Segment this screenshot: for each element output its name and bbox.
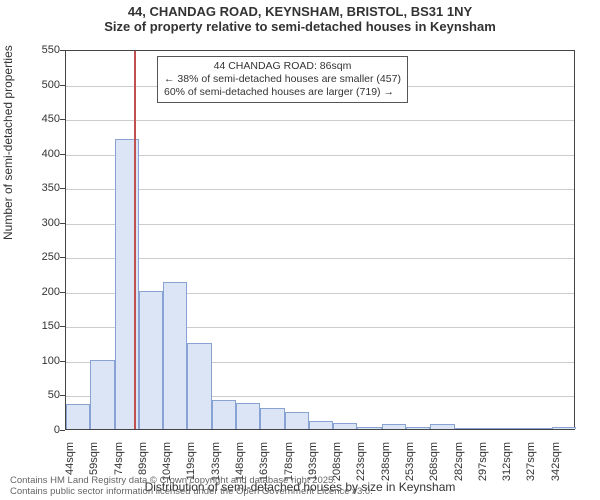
footer-line-2: Contains public sector information licen… [10,487,373,498]
y-tick-label: 100 [5,355,60,367]
histogram-bar [285,412,309,429]
histogram-bar [382,424,406,429]
histogram-bar [479,428,503,429]
histogram-bar [430,424,454,429]
title-line-1: 44, CHANDAG ROAD, KEYNSHAM, BRISTOL, BS3… [0,4,600,19]
gridline [66,120,574,121]
y-tick-label: 500 [5,79,60,91]
histogram-bar [455,428,479,429]
gridline [66,224,574,225]
reference-line [134,51,136,429]
histogram-bar [357,427,381,429]
chart-title: 44, CHANDAG ROAD, KEYNSHAM, BRISTOL, BS3… [0,4,600,34]
gridline [66,155,574,156]
info-box: 44 CHANDAG ROAD: 86sqm← 38% of semi-deta… [157,56,408,103]
gridline [66,258,574,259]
info-box-line: ← 38% of semi-detached houses are smalle… [164,73,401,86]
y-tick-label: 350 [5,182,60,194]
histogram-bar [66,404,90,429]
y-tick-label: 550 [5,44,60,56]
y-axis-title: Number of semi-detached properties [1,45,15,240]
histogram-bar [552,427,576,429]
histogram-bar [333,423,357,429]
histogram-bar [90,360,114,429]
histogram-bar [187,343,211,429]
title-line-2: Size of property relative to semi-detach… [0,19,600,34]
y-tick-label: 250 [5,251,60,263]
y-tick-label: 200 [5,286,60,298]
histogram-bar [503,428,527,429]
y-tick-label: 450 [5,113,60,125]
histogram-bar [406,427,430,429]
histogram-bar [309,421,333,429]
info-box-line: 44 CHANDAG ROAD: 86sqm [164,60,401,73]
chart-container: 44, CHANDAG ROAD, KEYNSHAM, BRISTOL, BS3… [0,0,600,500]
info-box-line: 60% of semi-detached houses are larger (… [164,86,401,99]
gridline [66,189,574,190]
footer-attribution: Contains HM Land Registry data © Crown c… [10,476,373,498]
y-tick-label: 50 [5,389,60,401]
y-tick-label: 0 [5,424,60,436]
y-tick-label: 300 [5,217,60,229]
y-tick-label: 150 [5,320,60,332]
histogram-bar [260,408,284,429]
plot-area: 44 CHANDAG ROAD: 86sqm← 38% of semi-deta… [65,50,575,430]
y-tick-mark [60,430,65,431]
histogram-bar [527,428,551,429]
histogram-bar [236,403,260,429]
y-tick-label: 400 [5,148,60,160]
histogram-bar [212,400,236,429]
histogram-bar [163,282,187,429]
histogram-bar [139,291,163,429]
